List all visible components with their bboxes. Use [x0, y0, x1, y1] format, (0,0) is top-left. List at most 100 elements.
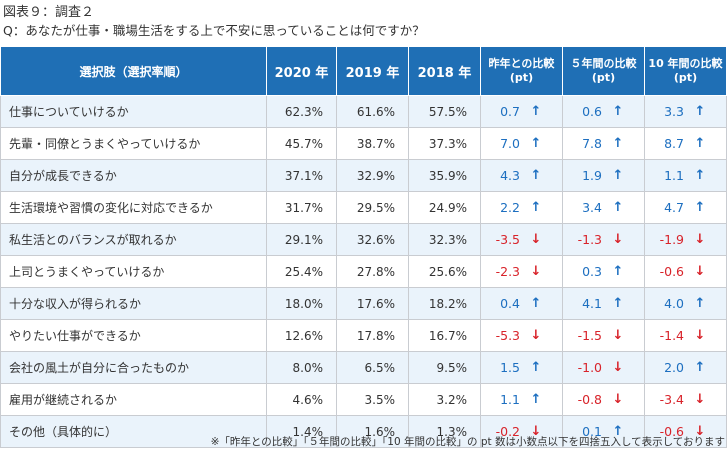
diff-10yr-value: 1.1 — [664, 168, 684, 183]
header-diff-5yr-title: ５年間の比較 — [570, 57, 637, 70]
diff-1yr-value: 2.2 — [500, 200, 520, 215]
diff-10yr-value: 4.0 — [664, 296, 684, 311]
arrow-up-icon: ↑ — [530, 136, 542, 151]
diff-5yr-wrap: -1.5 ↓ — [563, 320, 644, 351]
diff-10yr-cell: 3.3 ↑ — [644, 95, 727, 128]
diff-5yr-cell: 0.6 ↑ — [562, 95, 645, 128]
diff-1yr-cell: 1.1 ↑ — [480, 383, 563, 416]
diff-1yr-cell: -0.2 ↓ — [480, 415, 563, 448]
question-text: Q：あなたが仕事・職場生活をする上で不安に思っていることは何ですか？ — [3, 23, 425, 38]
diff-1yr-wrap: -3.5 ↓ — [481, 224, 562, 255]
choice-label: 先輩・同僚とうまくやっていけるか — [0, 127, 267, 160]
table-row: 会社の風土が自分に合ったものか 8.0% 6.5% 9.5% 1.5 ↑ -1.0 ↓ 2.0 ↑ — [0, 351, 727, 384]
header-2020: 2020 年 — [266, 46, 337, 96]
diff-10yr-wrap: -1.4 ↓ — [645, 320, 726, 351]
header-diff-5yr: ５年間の比較 (pt) — [562, 46, 645, 96]
arrow-up-icon: ↑ — [694, 136, 706, 151]
arrow-up-icon: ↑ — [694, 296, 706, 311]
table-row: 仕事についていけるか 62.3% 61.6% 57.5% 0.7 ↑ 0.6 ↑ 3.3 ↑ — [0, 95, 727, 128]
diff-1yr-value: -5.3 — [495, 328, 520, 343]
table-row: やりたい仕事ができるか 12.6% 17.8% 16.7% -5.3 ↓ -1.5 ↓ -1.4… — [0, 319, 727, 352]
diff-1yr-wrap: 2.2 ↑ — [481, 192, 562, 223]
value-2018: 32.3% — [408, 223, 481, 256]
diff-10yr-value: -1.9 — [659, 232, 684, 247]
diff-1yr-wrap: -2.3 ↓ — [481, 256, 562, 287]
diff-1yr-value: 1.1 — [500, 392, 520, 407]
survey-table: 選択肢（選択率順） 2020 年 2019 年 2018 年 昨年との比較 (p… — [0, 46, 727, 448]
diff-10yr-value: -0.6 — [659, 424, 684, 439]
diff-10yr-wrap: 8.7 ↑ — [645, 128, 726, 159]
diff-5yr-wrap: -0.8 ↓ — [563, 384, 644, 415]
value-2018: 9.5% — [408, 351, 481, 384]
diff-1yr-wrap: 0.7 ↑ — [481, 96, 562, 127]
diff-1yr-value: -3.5 — [495, 232, 520, 247]
choice-label: 十分な収入が得られるか — [0, 287, 267, 320]
value-2020: 45.7% — [266, 127, 337, 160]
diff-1yr-cell: 7.0 ↑ — [480, 127, 563, 160]
diff-5yr-wrap: 1.9 ↑ — [563, 160, 644, 191]
arrow-down-icon: ↓ — [612, 392, 624, 407]
arrow-down-icon: ↓ — [530, 232, 542, 247]
value-2020: 25.4% — [266, 255, 337, 288]
value-2019: 6.5% — [336, 351, 409, 384]
diff-5yr-wrap: 7.8 ↑ — [563, 128, 644, 159]
diff-10yr-wrap: 4.7 ↑ — [645, 192, 726, 223]
value-2020: 18.0% — [266, 287, 337, 320]
header-diff-10yr: 10 年間の比較 (pt) — [644, 46, 727, 96]
diff-10yr-wrap: -0.6 ↓ — [645, 256, 726, 287]
arrow-down-icon: ↓ — [694, 328, 706, 343]
choice-label: 会社の風土が自分に合ったものか — [0, 351, 267, 384]
diff-10yr-cell: 8.7 ↑ — [644, 127, 727, 160]
diff-10yr-cell: -0.6 ↓ — [644, 255, 727, 288]
value-2019: 32.6% — [336, 223, 409, 256]
diff-10yr-cell: -1.9 ↓ — [644, 223, 727, 256]
diff-5yr-value: -1.0 — [577, 360, 602, 375]
diff-10yr-wrap: -3.4 ↓ — [645, 384, 726, 415]
diff-5yr-value: 0.3 — [582, 264, 602, 279]
arrow-down-icon: ↓ — [694, 232, 706, 247]
diff-1yr-value: 0.7 — [500, 104, 520, 119]
header-diff-5yr-unit: (pt) — [591, 71, 616, 84]
arrow-down-icon: ↓ — [530, 424, 542, 439]
diff-10yr-value: -1.4 — [659, 328, 684, 343]
diff-5yr-value: 0.1 — [582, 424, 602, 439]
arrow-down-icon: ↓ — [694, 392, 706, 407]
diff-1yr-wrap: 7.0 ↑ — [481, 128, 562, 159]
diff-5yr-wrap: 3.4 ↑ — [563, 192, 644, 223]
choice-label: 生活環境や習慣の変化に対応できるか — [0, 191, 267, 224]
value-2019: 1.6% — [336, 415, 409, 448]
value-2020: 31.7% — [266, 191, 337, 224]
header-2018: 2018 年 — [408, 46, 481, 96]
header-diff-1yr-title: 昨年との比較 — [488, 57, 555, 70]
diff-10yr-wrap: 1.1 ↑ — [645, 160, 726, 191]
value-2020: 62.3% — [266, 95, 337, 128]
value-2020: 37.1% — [266, 159, 337, 192]
diff-5yr-value: 1.9 — [582, 168, 602, 183]
diff-10yr-cell: 4.0 ↑ — [644, 287, 727, 320]
diff-1yr-cell: 2.2 ↑ — [480, 191, 563, 224]
arrow-up-icon: ↑ — [530, 168, 542, 183]
diff-5yr-value: 3.4 — [582, 200, 602, 215]
diff-1yr-wrap: 1.5 ↑ — [481, 352, 562, 383]
diff-10yr-value: -0.6 — [659, 264, 684, 279]
value-2018: 16.7% — [408, 319, 481, 352]
diff-5yr-value: -1.3 — [577, 232, 602, 247]
diff-5yr-cell: 3.4 ↑ — [562, 191, 645, 224]
diff-1yr-wrap: 0.4 ↑ — [481, 288, 562, 319]
value-2018: 18.2% — [408, 287, 481, 320]
diff-10yr-wrap: -0.6 ↓ — [645, 416, 726, 447]
value-2020: 12.6% — [266, 319, 337, 352]
table-row: 雇用が継続されるか 4.6% 3.5% 3.2% 1.1 ↑ -0.8 ↓ -3.4 ↓ — [0, 383, 727, 416]
diff-1yr-cell: 4.3 ↑ — [480, 159, 563, 192]
arrow-up-icon: ↑ — [530, 392, 542, 407]
value-2019: 27.8% — [336, 255, 409, 288]
value-2019: 61.6% — [336, 95, 409, 128]
diff-5yr-cell: 4.1 ↑ — [562, 287, 645, 320]
arrow-up-icon: ↑ — [612, 296, 624, 311]
arrow-down-icon: ↓ — [530, 264, 542, 279]
arrow-down-icon: ↓ — [612, 232, 624, 247]
choice-label: 雇用が継続されるか — [0, 383, 267, 416]
diff-10yr-cell: -1.4 ↓ — [644, 319, 727, 352]
diff-1yr-wrap: -5.3 ↓ — [481, 320, 562, 351]
diff-10yr-value: 4.7 — [664, 200, 684, 215]
